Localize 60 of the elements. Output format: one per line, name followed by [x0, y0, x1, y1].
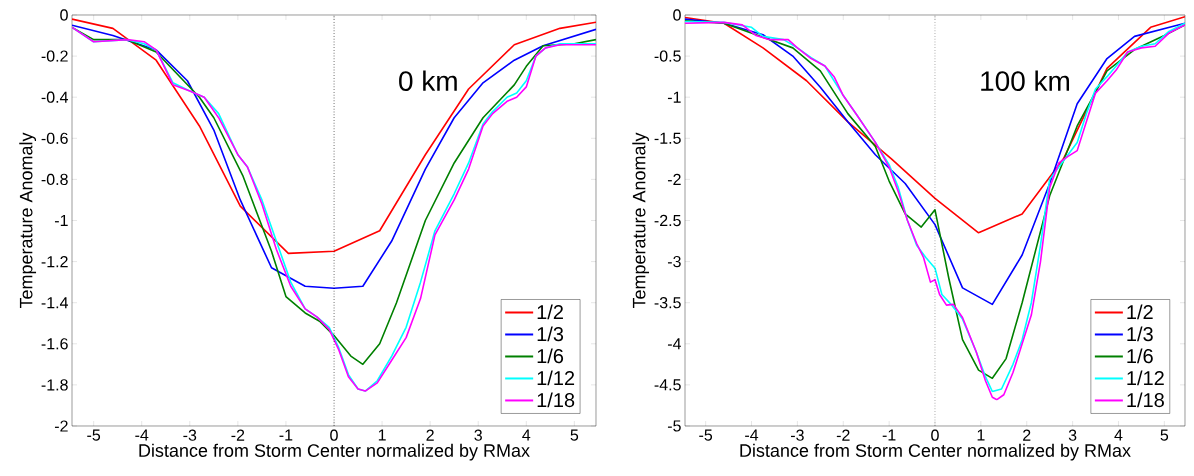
x-tick-label: -5 [87, 429, 101, 441]
x-tick-label: 5 [1160, 429, 1169, 441]
y-tick-label: 0 [673, 9, 681, 21]
y-tick-label: 0 [60, 9, 68, 21]
x-tick-label: 5 [570, 429, 579, 441]
annotation: 0 km [399, 70, 457, 92]
legend-label: 1/6 [537, 348, 564, 364]
x-tick-label: -2 [836, 429, 850, 441]
y-tick-label: -0.5 [654, 50, 681, 62]
legend-label: 1/2 [1127, 304, 1153, 320]
x-tick-label: -2 [231, 429, 245, 441]
y-tick-label: -0.4 [41, 91, 69, 103]
legend-label: 1/18 [1127, 392, 1164, 408]
x-tick-label: 0 [931, 429, 939, 441]
y-tick-label: -1 [54, 214, 68, 226]
x-tick-label: -1 [279, 429, 293, 441]
x-tick-label: -3 [790, 429, 804, 441]
y-tick-label: -4 [667, 338, 681, 350]
x-tick-label: 2 [1023, 429, 1031, 441]
x-tick-label: -5 [699, 429, 713, 441]
y-tick-label: -1.8 [41, 379, 68, 391]
y-tick-label: -4.5 [654, 379, 681, 391]
y-tick-label: -5 [667, 420, 681, 432]
y-tick-label: -0.2 [41, 50, 68, 62]
x-tick-label: 1 [378, 429, 386, 441]
y-axis-title: Temperature Anomaly [19, 132, 37, 309]
x-tick-label: 3 [1068, 429, 1077, 441]
y-axis-title: Temperature Anomaly [632, 132, 650, 309]
y-tick-label: -1.2 [41, 256, 68, 268]
y-tick-label: -2.5 [654, 214, 681, 227]
x-tick-label: 2 [426, 429, 434, 441]
x-tick-label: 1 [977, 429, 985, 441]
legend-label: 1/12 [1127, 370, 1164, 386]
legend-label: 1/3 [1127, 326, 1153, 342]
legend-label: 1/3 [537, 326, 564, 342]
y-tick-label: -0.8 [41, 173, 68, 186]
x-tick-label: -3 [183, 429, 197, 441]
y-tick-label: -1.4 [41, 297, 69, 309]
y-tick-label: -1.5 [654, 132, 681, 144]
legend-label: 1/6 [1127, 348, 1153, 364]
x-axis-title: Distance from Storm Center normalized by RMax [740, 443, 1131, 461]
y-tick-label: -3.5 [654, 297, 681, 309]
legend-label: 1/18 [537, 392, 575, 408]
y-tick-label: -1 [667, 91, 681, 103]
x-tick-label: 0 [330, 429, 338, 441]
y-tick-label: -0.6 [41, 132, 68, 144]
legend-label: 1/12 [537, 370, 575, 386]
y-tick-label: -2 [54, 420, 68, 432]
x-tick-label: 4 [1114, 429, 1123, 441]
x-tick-label: 4 [522, 429, 531, 441]
x-tick-label: -4 [135, 429, 149, 441]
legend-label: 1/2 [537, 304, 563, 320]
x-axis-title: Distance from Storm Center normalized by RMax [139, 443, 530, 461]
y-tick-label: -3 [667, 255, 681, 268]
x-tick-label: -1 [882, 429, 896, 441]
y-tick-label: -2 [667, 173, 681, 185]
x-tick-label: -4 [745, 429, 759, 441]
annotation: 100 km [981, 70, 1070, 92]
x-tick-label: 3 [474, 429, 482, 441]
y-tick-label: -1.6 [41, 338, 68, 350]
